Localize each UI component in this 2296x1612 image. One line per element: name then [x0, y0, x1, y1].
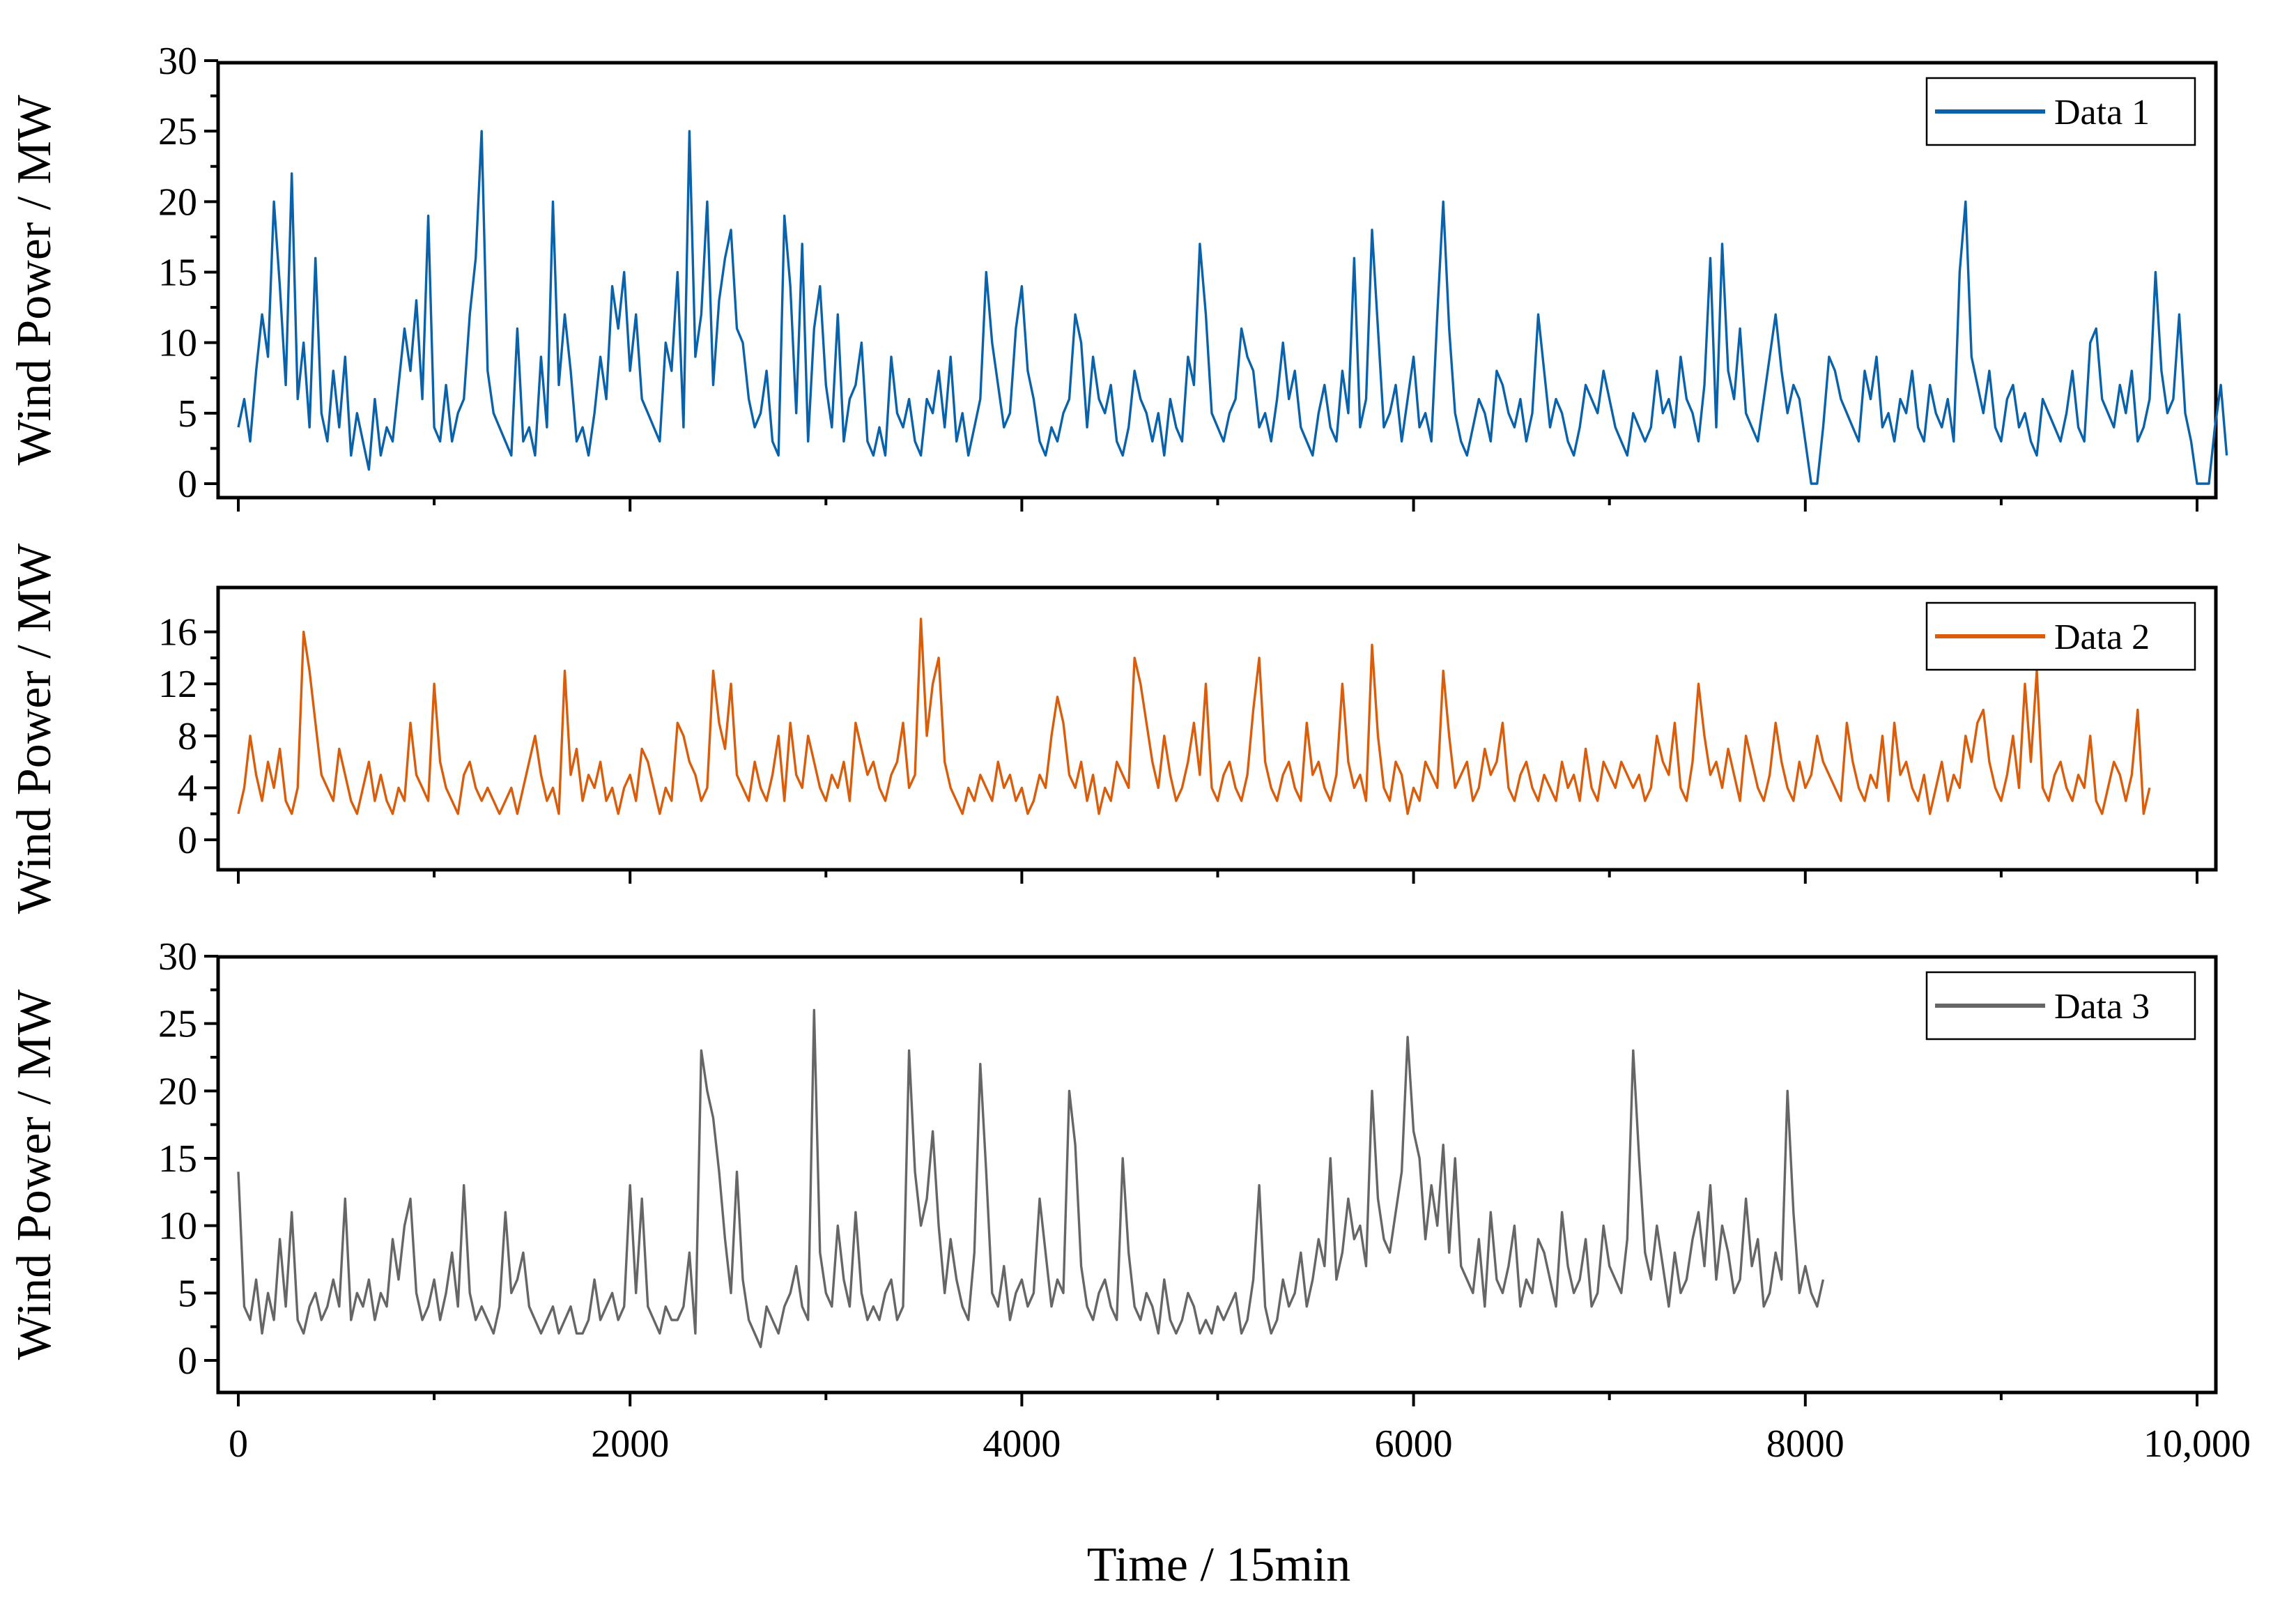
chart-panels: 0 5 10 15 20 25 30 Wind Power / MW Data 1 0 4 8 12 16… — [8, 40, 2251, 1466]
y-tick-label: 4 — [178, 767, 197, 810]
y-tick-label: 20 — [158, 1070, 197, 1113]
y-tick-label: 10 — [158, 322, 197, 365]
y-tick-label: 5 — [178, 1272, 197, 1315]
x-tick-label: 2000 — [591, 1422, 669, 1466]
y-tick-label: 30 — [158, 935, 197, 978]
legend-label: Data 2 — [2054, 617, 2150, 657]
y-tick-label: 15 — [158, 1137, 197, 1181]
y-tick-label: 8 — [178, 715, 197, 758]
y-tick-label: 0 — [178, 1340, 197, 1383]
y-tick-label: 10 — [158, 1205, 197, 1248]
legend-label: Data 1 — [2054, 93, 2150, 132]
series-line-data-2 — [237, 617, 2151, 815]
y-tick-label: 5 — [178, 392, 197, 436]
x-tick-label: 4000 — [983, 1422, 1061, 1466]
y-tick-label: 20 — [158, 181, 197, 224]
y-tick-label: 12 — [158, 663, 197, 706]
series-line-data-3 — [237, 1008, 1825, 1349]
y-axis-title: Wind Power / MW — [8, 544, 61, 914]
plot-frame — [216, 955, 2218, 1395]
plot-frame — [216, 61, 2218, 500]
y-tick-label: 0 — [178, 463, 197, 506]
plot-frame — [216, 585, 2218, 872]
x-axis-title: Time / 15min — [1087, 1538, 1351, 1592]
y-tick-label: 0 — [178, 819, 197, 862]
y-axis-title: Wind Power / MW — [8, 95, 61, 466]
series-line-data-1 — [237, 130, 2228, 485]
y-tick-label: 15 — [158, 252, 197, 295]
y-axis-title: Wind Power / MW — [8, 990, 61, 1360]
chart-panel-3: 0 5 10 15 20 25 30 0 2000 4000 6000 8000 10,000 Wind … — [8, 935, 2251, 1466]
y-tick-label: 25 — [158, 110, 197, 153]
y-tick-label: 25 — [158, 1003, 197, 1046]
chart-panel-1: 0 5 10 15 20 25 30 Wind Power / MW Data 1 — [8, 40, 2228, 512]
y-tick-label: 16 — [158, 611, 197, 654]
chart-panel-2: 0 4 8 12 16 Wind Power / MW Data 2 — [8, 544, 2218, 914]
x-tick-label: 8000 — [1766, 1422, 1844, 1466]
y-tick-label: 30 — [158, 40, 197, 83]
x-tick-label: 6000 — [1375, 1422, 1453, 1466]
legend-label: Data 3 — [2054, 987, 2150, 1027]
x-tick-label: 0 — [229, 1422, 248, 1466]
x-tick-label: 10,000 — [2143, 1422, 2251, 1466]
